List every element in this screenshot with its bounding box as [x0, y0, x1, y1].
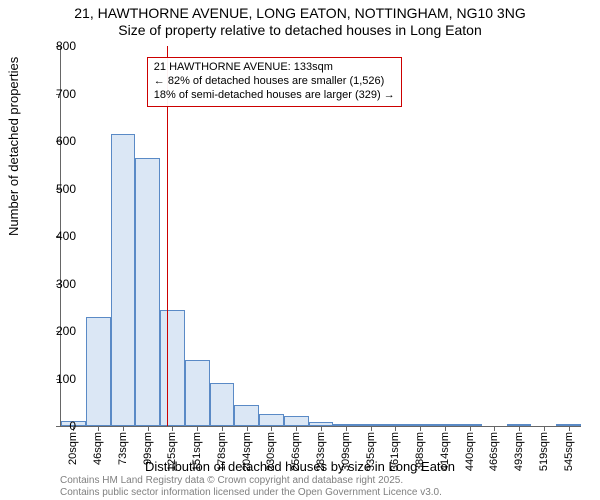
bar: [284, 416, 309, 426]
ytick-label: 500: [36, 182, 76, 196]
bar: [210, 383, 235, 426]
chart-title-line1: 21, HAWTHORNE AVENUE, LONG EATON, NOTTIN…: [0, 5, 600, 21]
bar: [185, 360, 210, 427]
bar: [135, 158, 160, 426]
plot-area: 20sqm46sqm73sqm99sqm125sqm151sqm178sqm20…: [60, 46, 581, 427]
annotation-line3: 18% of semi-detached houses are larger (…: [154, 89, 395, 103]
y-axis-label: Number of detached properties: [6, 57, 21, 236]
x-axis-label: Distribution of detached houses by size …: [0, 459, 600, 474]
ytick-label: 300: [36, 277, 76, 291]
ytick-label: 800: [36, 39, 76, 53]
ytick-label: 600: [36, 134, 76, 148]
annotation-box: 21 HAWTHORNE AVENUE: 133sqm ← 82% of det…: [147, 57, 402, 106]
annotation-line2: ← 82% of detached houses are smaller (1,…: [154, 75, 395, 89]
ytick-label: 200: [36, 324, 76, 338]
footer-line1: Contains HM Land Registry data © Crown c…: [60, 475, 442, 487]
ytick-label: 400: [36, 229, 76, 243]
ytick-label: 0: [36, 419, 76, 433]
bar: [86, 317, 111, 426]
chart-title-line2: Size of property relative to detached ho…: [0, 22, 600, 38]
annotation-line1: 21 HAWTHORNE AVENUE: 133sqm: [154, 61, 395, 75]
footer-attribution: Contains HM Land Registry data © Crown c…: [60, 475, 442, 498]
bar: [234, 405, 259, 426]
chart-container: 21, HAWTHORNE AVENUE, LONG EATON, NOTTIN…: [0, 0, 600, 500]
ytick-label: 700: [36, 87, 76, 101]
ytick-label: 100: [36, 372, 76, 386]
footer-line2: Contains public sector information licen…: [60, 487, 442, 499]
bar: [160, 310, 185, 426]
bar: [259, 414, 284, 426]
bar: [111, 134, 136, 426]
